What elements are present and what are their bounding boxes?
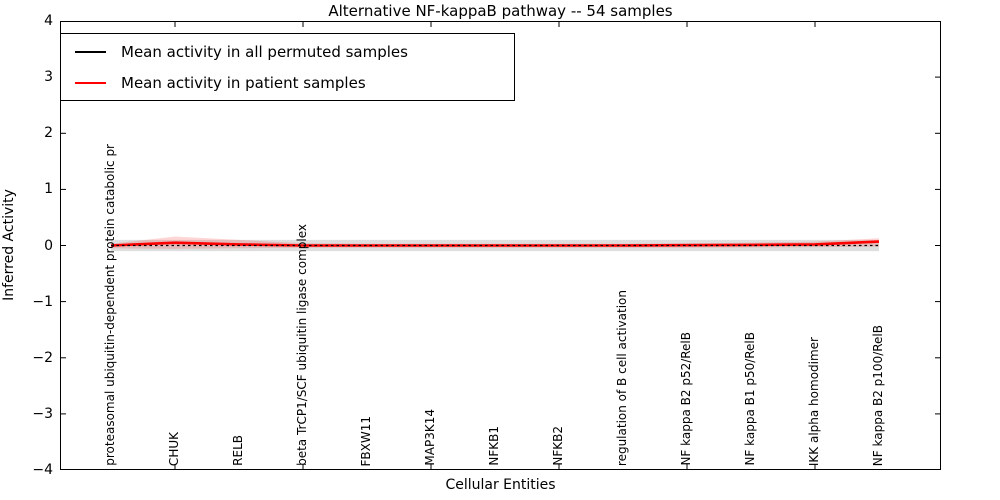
- x-tick-label: NF kappa B2 p100/RelB: [871, 324, 885, 466]
- legend-item: Mean activity in patient samples: [61, 67, 514, 98]
- x-tick-label: MAP3K14: [423, 409, 437, 466]
- x-tick-label: FBXW11: [359, 415, 373, 467]
- y-tick-label: −3: [32, 405, 53, 422]
- y-tick-label: 3: [44, 69, 53, 86]
- y-tick-label: −2: [32, 349, 53, 366]
- x-axis-label: Cellular Entities: [445, 477, 556, 493]
- y-tick-label: −1: [32, 293, 53, 310]
- legend-item-label: Mean activity in all permuted samples: [121, 42, 408, 61]
- x-tick-label: CHUK: [167, 431, 181, 466]
- y-tick-label: 4: [44, 13, 53, 29]
- x-tick-label: NFKB2: [551, 426, 565, 466]
- legend-line-sample: [75, 50, 106, 53]
- y-tick-label: 1: [44, 181, 53, 198]
- legend-line-sample: [75, 81, 106, 84]
- legend-item-label: Mean activity in patient samples: [121, 73, 366, 92]
- y-tick-label: 2: [44, 125, 53, 142]
- x-tick-label: proteasomal ubiquitin-dependent protein …: [103, 144, 117, 466]
- x-tick-label: beta TrCP1/SCF ubiquitin ligase complex: [295, 224, 309, 466]
- y-tick-label: 0: [44, 237, 53, 254]
- plot-area: [60, 21, 941, 470]
- x-tick-label: regulation of B cell activation: [615, 289, 629, 466]
- x-tick-label: NF kappa B1 p50/RelB: [743, 332, 757, 466]
- x-tick-label: NFKB1: [487, 426, 501, 466]
- legend-box: Mean activity in all permuted samples Mea…: [60, 33, 515, 101]
- x-tick-label: NF kappa B2 p52/RelB: [679, 332, 693, 466]
- plot-frame: [60, 21, 941, 470]
- legend-item: Mean activity in all permuted samples: [61, 36, 514, 67]
- x-tick-label: RELB: [231, 435, 245, 466]
- x-tick-label: IKK alpha homodimer: [807, 336, 821, 466]
- y-tick-label: −4: [32, 462, 53, 478]
- chart-title: Alternative NF-kappaB pathway -- 54 samp…: [328, 2, 673, 20]
